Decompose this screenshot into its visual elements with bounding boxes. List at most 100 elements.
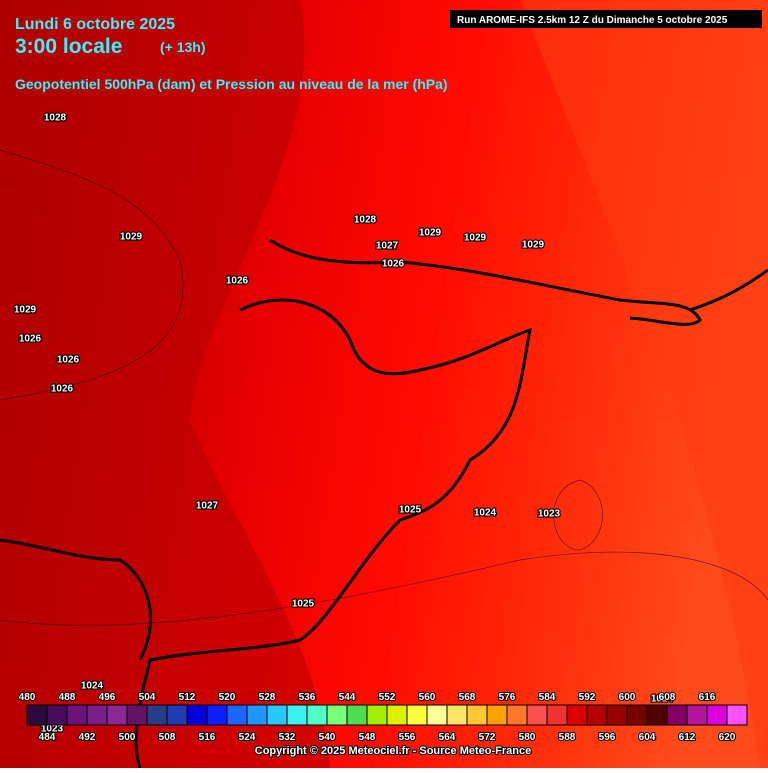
- scale-label: 528: [259, 692, 276, 703]
- pressure-label: 1024: [474, 508, 497, 519]
- scale-label: 620: [719, 732, 736, 743]
- pressure-label: 1024: [81, 681, 104, 692]
- scale-cell: [266, 704, 288, 726]
- scale-cell: [246, 704, 268, 726]
- scale-label: 532: [279, 732, 296, 743]
- pressure-label: 1028: [354, 215, 377, 226]
- scale-cell: [706, 704, 728, 726]
- pressure-label: 1026: [382, 259, 405, 270]
- scale-label: 568: [459, 692, 476, 703]
- scale-label: 576: [499, 692, 516, 703]
- forecast-offset: (+ 13h): [160, 39, 206, 55]
- pressure-label: 1026: [19, 334, 42, 345]
- scale-label: 504: [139, 692, 156, 703]
- scale-cell: [366, 704, 388, 726]
- scale-label: 496: [99, 692, 116, 703]
- scale-cell: [306, 704, 328, 726]
- scale-cell: [606, 704, 628, 726]
- scale-label: 544: [339, 692, 356, 703]
- pressure-label: 1025: [399, 505, 422, 516]
- scale-cell: [526, 704, 548, 726]
- scale-cell: [626, 704, 648, 726]
- scale-label: 560: [419, 692, 436, 703]
- scale-label: 588: [559, 732, 576, 743]
- scale-label: 552: [379, 692, 396, 703]
- pressure-label: 1029: [419, 228, 442, 239]
- scale-cell: [466, 704, 488, 726]
- run-info: Run AROME-IFS 2.5km 12 Z du Dimanche 5 o…: [457, 15, 728, 26]
- scale-label: 512: [179, 692, 196, 703]
- isobars: [0, 149, 768, 626]
- scale-cell: [126, 704, 148, 726]
- geopotential-band: [0, 0, 330, 768]
- pressure-label: 1023: [41, 724, 64, 735]
- scale-label: 484: [39, 732, 56, 743]
- scale-label: 548: [359, 732, 376, 743]
- scale-cell: [506, 704, 528, 726]
- scale-label: 564: [439, 732, 456, 743]
- scale-label: 572: [479, 732, 496, 743]
- scale-label: 508: [159, 732, 176, 743]
- scale-cell: [46, 704, 68, 726]
- scale-cell: [326, 704, 348, 726]
- forecast-time: 3:00 locale: [15, 35, 122, 58]
- scale-label: 524: [239, 732, 256, 743]
- pressure-label: 1028: [44, 113, 67, 124]
- scale-label: 604: [639, 732, 656, 743]
- scale-label: 540: [319, 732, 336, 743]
- scale-label: 584: [539, 692, 556, 703]
- scale-cell: [226, 704, 248, 726]
- scale-label: 500: [119, 732, 136, 743]
- scale-cell: [686, 704, 708, 726]
- scale-label: 612: [679, 732, 696, 743]
- coastline: [0, 238, 768, 769]
- scale-label: 592: [579, 692, 596, 703]
- scale-label: 580: [519, 732, 536, 743]
- pressure-label: 1029: [464, 233, 487, 244]
- pressure-label: 1029: [522, 240, 545, 251]
- pressure-label: 1029: [14, 305, 37, 316]
- scale-label: 536: [299, 692, 316, 703]
- scale-label: 488: [59, 692, 76, 703]
- pressure-label: 1027: [376, 241, 399, 252]
- scale-cell: [566, 704, 588, 726]
- scale-cell: [146, 704, 168, 726]
- scale-label: 600: [619, 692, 636, 703]
- run-banner: [450, 10, 762, 28]
- scale-cell: [346, 704, 368, 726]
- scale-cell: [86, 704, 108, 726]
- pressure-label: 1026: [51, 384, 74, 395]
- scale-cell: [66, 704, 88, 726]
- scale-cell: [186, 704, 208, 726]
- scale-label: 616: [699, 692, 716, 703]
- scale-label: 480: [19, 692, 36, 703]
- copyright: Copyright © 2025 Meteociel.fr - Source M…: [255, 745, 531, 757]
- geopotential-band: [520, 0, 768, 768]
- scale-label: 492: [79, 732, 96, 743]
- scale-cell: [26, 704, 48, 726]
- scale-label: 608: [659, 692, 676, 703]
- scale-cell: [646, 704, 668, 726]
- scale-label: 596: [599, 732, 616, 743]
- scale-cell: [106, 704, 128, 726]
- scale-cell: [386, 704, 408, 726]
- forecast-date: Lundi 6 octobre 2025: [15, 16, 175, 33]
- pressure-label: 1025: [292, 599, 315, 610]
- scale-cell: [426, 704, 448, 726]
- scale-cell: [666, 704, 688, 726]
- pressure-label: 1023: [538, 509, 561, 520]
- pressure-label: 1029: [120, 232, 143, 243]
- map-subtitle: Geopotentiel 500hPa (dam) et Pression au…: [15, 76, 448, 92]
- scale-cell: [726, 704, 748, 726]
- pressure-label: 1026: [226, 276, 249, 287]
- scale-cell: [286, 704, 308, 726]
- scale-cell: [586, 704, 608, 726]
- pressure-label: 1026: [57, 355, 80, 366]
- scale-cell: [546, 704, 568, 726]
- scale-cell: [486, 704, 508, 726]
- pressure-label: 1027: [196, 501, 219, 512]
- scale-label: 556: [399, 732, 416, 743]
- scale-cell: [166, 704, 188, 726]
